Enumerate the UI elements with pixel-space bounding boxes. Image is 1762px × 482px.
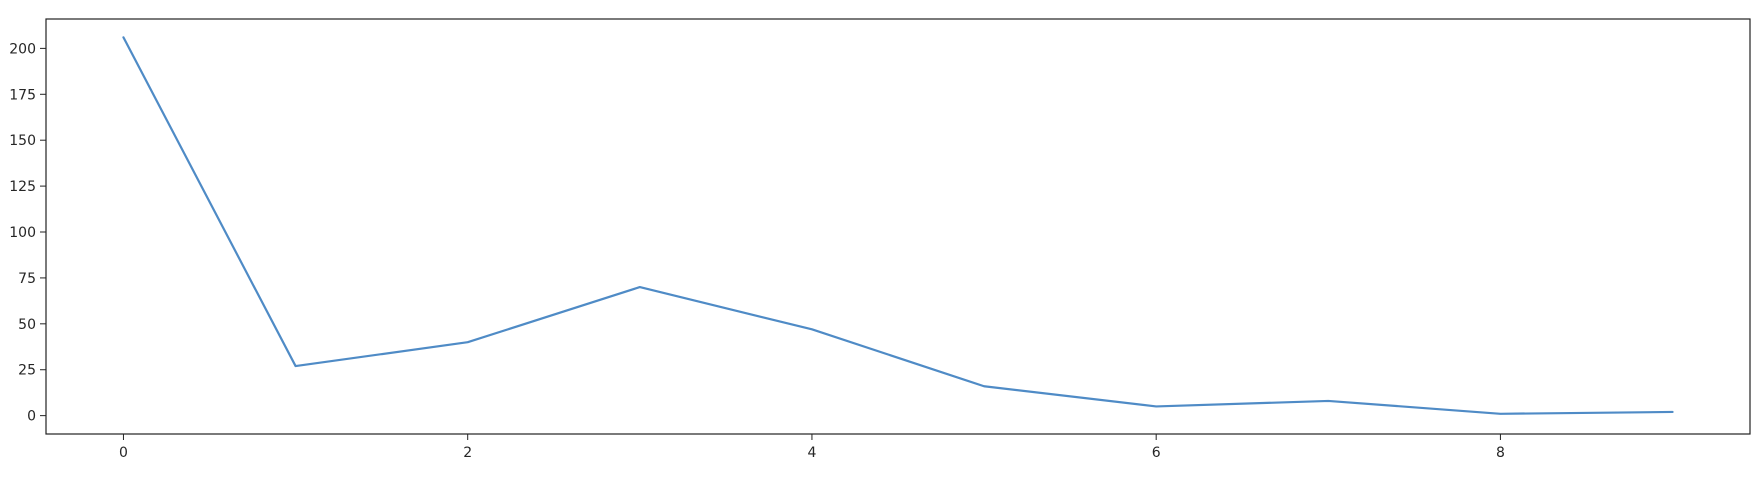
series-line: [122, 36, 1674, 415]
series-layer: [122, 36, 1674, 415]
y-tick-label: 150: [9, 133, 36, 149]
y-tick-label: 75: [18, 271, 36, 287]
x-tick-label: 6: [1152, 445, 1161, 461]
y-tick-label: 175: [9, 87, 36, 103]
y-tick-label: 50: [18, 317, 36, 333]
y-tick-label: 100: [9, 225, 36, 241]
y-tick-label: 125: [9, 179, 36, 195]
x-tick-label: 8: [1496, 445, 1505, 461]
x-tick-label: 2: [463, 445, 472, 461]
y-tick-label: 25: [18, 363, 36, 379]
y-tick-label: 0: [27, 409, 36, 425]
x-tick-label: 4: [807, 445, 816, 461]
x-tick-label: 0: [119, 445, 128, 461]
x-axis: 0 2 4 6 8: [119, 434, 1505, 461]
y-axis: 0 25 50 75 100 125 150 175 200: [9, 41, 46, 425]
y-tick-label: 200: [9, 41, 36, 57]
plot-frame: [45, 18, 1751, 435]
